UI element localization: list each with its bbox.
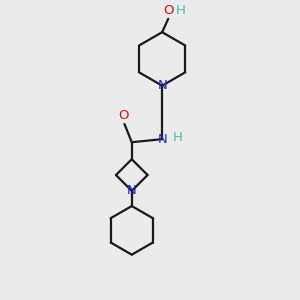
Text: O: O <box>163 4 173 17</box>
Text: H: H <box>176 4 185 17</box>
Text: H: H <box>173 131 183 145</box>
Text: N: N <box>127 184 136 197</box>
Text: N: N <box>157 79 167 92</box>
Text: N: N <box>158 133 168 146</box>
Text: O: O <box>118 109 129 122</box>
